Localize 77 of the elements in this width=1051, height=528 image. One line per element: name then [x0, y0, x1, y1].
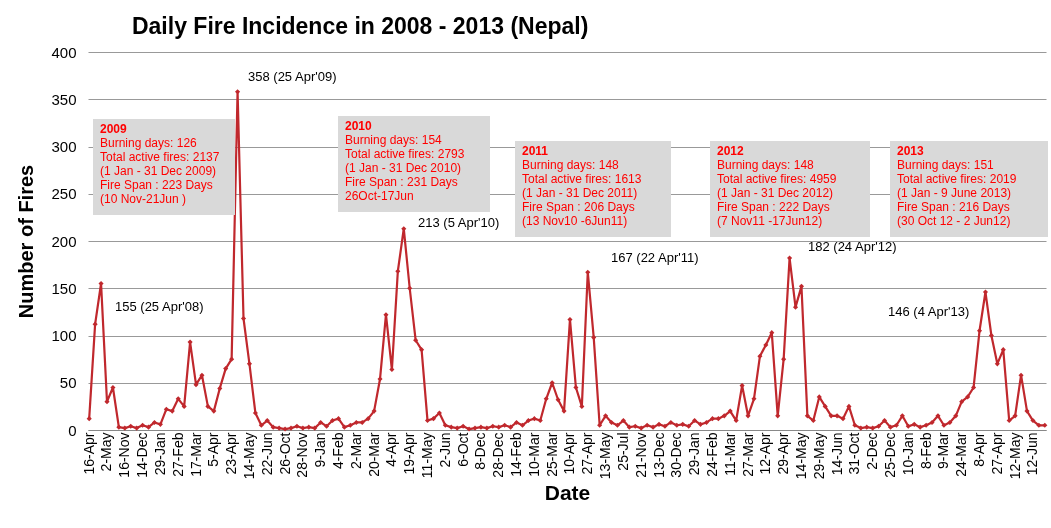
x-tick-label: 23-Apr	[223, 432, 240, 475]
x-tick-label: 12-Jun	[1024, 432, 1041, 476]
x-axis-title: Date	[544, 481, 591, 505]
text: 2012 Burning days: 148 Total active fires: 4959 (1 Jan - 31 Dec 2012) Fire Span : 222 Days (7 Nov11 -17Jun12)	[717, 144, 837, 228]
annotation: 167 (22 Apr'11)	[611, 250, 699, 265]
x-tick-label: 8-Apr	[971, 432, 988, 467]
x-tick-label: 8-Dec	[472, 432, 489, 470]
x-tick-label: 16-Apr	[80, 432, 97, 475]
x-tick-label: 14-May	[792, 432, 809, 480]
x-tick-label: 14-Dec	[134, 432, 151, 478]
x-tick-label: 14-May	[240, 432, 257, 480]
y-tick-label: 350	[51, 90, 77, 108]
text: 2010 Burning days: 154 Total active fires: 2793 (1 Jan - 31 Dec 2010) Fire Span : 231 Days 26Oct-17Jun	[345, 119, 465, 203]
x-tick-label: 25-Mar	[543, 432, 560, 477]
x-tick-label: 20-Mar	[365, 432, 382, 477]
x-tick-label: 5-Apr	[205, 432, 222, 467]
x-tick-label: 13-Dec	[650, 432, 667, 478]
y-tick-label: 150	[51, 279, 77, 297]
x-tick-label: 2-Jun	[436, 432, 453, 468]
x-tick-label: 22-Jun	[258, 432, 275, 476]
x-tick-label: 2-May	[98, 432, 115, 472]
x-tick-label: 10-Apr	[561, 432, 578, 475]
y-tick-label: 0	[68, 421, 77, 439]
text: 2011 Burning days: 148 Total active fires: 1613 (1 Jan - 31 Dec 2011) Fire Span : 206 Days (13 Nov10 -6Jun11)	[522, 144, 642, 228]
y-axis-title: Number of Fires	[15, 164, 38, 319]
x-tick-label: 12-May	[1006, 432, 1023, 480]
x-tick-label: 12-Apr	[757, 432, 774, 475]
x-tick-label: 4-Apr	[383, 432, 400, 467]
x-tick-label: 9-Mar	[935, 432, 952, 470]
x-tick-label: 14-Feb	[508, 432, 525, 477]
x-tick-label: 24-Mar	[953, 432, 970, 477]
x-tick-label: 24-Feb	[703, 432, 720, 477]
x-tick-label: 27-Apr	[988, 432, 1005, 475]
text: 2013 Burning days: 151 Total active fires: 2019 (1 Jan - 9 June 2013) Fire Span : 216 Days (30 Oct 12 - 2 Jun12)	[897, 144, 1017, 228]
x-tick-label: 6-Oct	[454, 432, 471, 467]
x-tick-label: 14-Jun	[828, 432, 845, 476]
annotation: 146 (4 Apr'13)	[888, 304, 970, 319]
y-tick-label: 250	[51, 185, 77, 203]
x-tick-label: 16-Nov	[116, 432, 133, 478]
text: 2009 Burning days: 126 Total active fires: 2137 (1 Jan - 31 Dec 2009) Fire Span : 223 Days (10 Nov-21Jun )	[100, 122, 220, 206]
x-tick-label: 17-Mar	[187, 432, 204, 477]
y-tick-label: 400	[51, 43, 77, 61]
x-tick-label: 27-Mar	[739, 432, 756, 477]
y-tick-label: 100	[51, 327, 77, 344]
x-tick-label: 21-Nov	[632, 432, 649, 478]
y-tick-label: 50	[59, 374, 77, 392]
x-tick-label: 9-Jan	[312, 432, 329, 468]
x-tick-label: 27-Feb	[169, 432, 186, 477]
annotation: 182 (24 Apr'12)	[808, 239, 897, 254]
x-tick-label: 11-Mar	[721, 432, 738, 476]
x-tick-label: 2-Mar	[347, 432, 364, 470]
annotation: 155 (25 Apr'08)	[115, 299, 204, 314]
x-tick-label: 10-Jan	[899, 432, 916, 476]
x-tick-label: 19-Apr	[401, 432, 418, 475]
chart-title: Daily Fire Incidence in 2008 - 2013 (Nepal)	[131, 13, 589, 39]
x-tick-label: 29-Apr	[775, 432, 792, 475]
x-tick-label: 4-Feb	[329, 432, 346, 470]
x-tick-label: 29-May	[810, 432, 827, 480]
x-tick-label: 25-Dec	[881, 432, 898, 478]
x-tick-label: 29-Jan	[151, 432, 168, 476]
x-tick-label: 25-Jul	[614, 432, 631, 471]
annotation: 213 (5 Apr'10)	[418, 215, 500, 230]
x-tick-label: 29-Jan	[686, 432, 703, 476]
x-tick-label: 13-May	[597, 432, 614, 480]
x-tick-label: 8-Feb	[917, 432, 934, 470]
x-tick-label: 30-Dec	[668, 432, 685, 478]
x-tick-label: 27-Apr	[579, 432, 596, 475]
x-tick-label: 28-Dec	[490, 432, 507, 478]
x-tick-label: 10-Mar	[525, 432, 542, 477]
x-tick-label: 31-Oct	[846, 432, 863, 475]
x-tick-label: 26-Oct	[276, 432, 293, 475]
annotation: 358 (25 Apr'09)	[248, 69, 337, 84]
y-tick-label: 300	[51, 138, 77, 155]
y-tick-label: 200	[51, 232, 77, 250]
x-tick-label: 2-Dec	[864, 432, 881, 470]
x-tick-label: 11-May	[419, 432, 436, 479]
x-tick-label: 28-Nov	[294, 432, 311, 478]
